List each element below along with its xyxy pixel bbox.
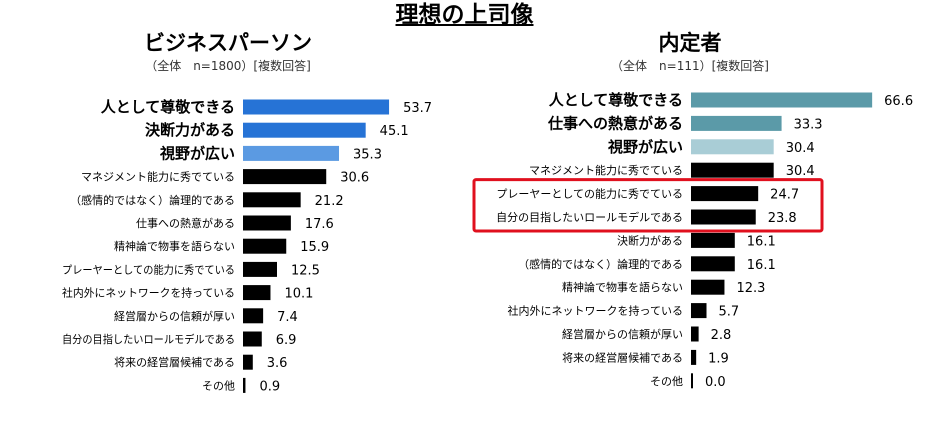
- bar: [243, 169, 327, 185]
- bar: [691, 115, 782, 131]
- value-label: 0.9: [259, 379, 280, 394]
- category-label: 自分の目指したいロールモデルである: [62, 332, 235, 346]
- category-label: 決断力がある: [617, 233, 683, 247]
- category-label: 決断力がある: [145, 121, 235, 139]
- bar: [243, 215, 291, 231]
- category-label: 将来の経営層候補である: [114, 355, 235, 369]
- bar: [243, 238, 287, 254]
- bar: [243, 308, 264, 324]
- category-label: 人として尊敬できる: [549, 91, 683, 109]
- value-label: 12.3: [736, 281, 765, 296]
- category-label: 社内外にネットワークを持っている: [508, 304, 683, 318]
- page-title: 理想の上司像: [395, 2, 534, 28]
- value-label: 16.1: [747, 234, 776, 249]
- bar: [691, 232, 735, 248]
- value-label: 15.9: [300, 240, 329, 255]
- value-label: 24.7: [770, 188, 799, 203]
- category-label: その他: [650, 375, 683, 388]
- bar: [243, 377, 246, 393]
- value-label: 1.9: [708, 351, 729, 366]
- bar: [243, 145, 340, 161]
- chart-1-title: ビジネスパーソン: [144, 31, 312, 55]
- bar: [691, 373, 693, 389]
- bar: [691, 92, 873, 108]
- category-label: 仕事への熱意がある: [547, 114, 683, 132]
- category-label: 視野が広い: [607, 138, 683, 156]
- value-label: 30.4: [786, 141, 815, 156]
- bar: [243, 261, 277, 277]
- category-label: 仕事への熱意がある: [136, 216, 235, 230]
- bar: [691, 326, 699, 342]
- value-label: 16.1: [747, 258, 776, 273]
- category-label: 自分の目指したいロールモデルである: [496, 210, 683, 224]
- bar: [243, 354, 253, 370]
- category-label: 人として尊敬できる: [101, 98, 235, 116]
- category-label: 精神論で物事を語らない: [114, 239, 235, 253]
- bar: [691, 162, 774, 178]
- value-label: 2.8: [711, 328, 732, 343]
- category-label: 社内外にネットワークを持っている: [62, 286, 235, 300]
- category-label: 経営層からの信頼が厚い: [562, 327, 683, 341]
- value-label: 5.7: [719, 305, 740, 320]
- value-label: 12.5: [291, 263, 320, 278]
- chart-1-subtitle: （全体 n=1800）[複数回答]: [145, 58, 311, 73]
- value-label: 45.1: [380, 124, 409, 139]
- chart-2-subtitle: （全体 n=111）[複数回答]: [611, 58, 769, 73]
- value-label: 33.3: [794, 117, 823, 132]
- category-label: 将来の経営層候補である: [562, 350, 683, 364]
- bar: [691, 139, 774, 155]
- value-label: 3.6: [267, 356, 288, 371]
- value-label: 17.6: [305, 217, 334, 232]
- bar: [691, 209, 756, 225]
- category-label: マネジメント能力に秀でている: [81, 170, 235, 184]
- value-label: 0.0: [705, 375, 726, 390]
- category-label: （感情的ではなく）論理的である: [518, 257, 683, 271]
- category-label: プレーヤーとしての能力に秀でている: [496, 187, 683, 201]
- value-label: 6.9: [276, 333, 297, 348]
- value-label: 23.8: [768, 211, 797, 226]
- bar: [691, 279, 725, 295]
- value-label: 10.1: [284, 287, 313, 302]
- chart-2-title: 内定者: [659, 31, 722, 55]
- highlight-box: [472, 178, 824, 233]
- value-label: 66.6: [884, 94, 913, 109]
- bar: [691, 256, 735, 272]
- value-label: 30.4: [786, 164, 815, 179]
- bar: [243, 192, 301, 208]
- bar: [691, 303, 707, 319]
- category-label: 視野が広い: [159, 144, 235, 162]
- bar: [691, 349, 697, 365]
- value-label: 35.3: [353, 147, 382, 162]
- value-label: 7.4: [277, 310, 298, 325]
- category-label: マネジメント能力に秀でている: [529, 163, 683, 177]
- value-label: 21.2: [315, 194, 344, 209]
- bar: [243, 285, 271, 301]
- value-label: 53.7: [403, 101, 432, 116]
- bar: [243, 122, 366, 138]
- category-label: プレーヤーとしての能力に秀でている: [62, 262, 235, 276]
- category-label: 経営層からの信頼が厚い: [114, 309, 235, 323]
- bar: [243, 331, 262, 347]
- category-label: （感情的ではなく）論理的である: [70, 193, 235, 207]
- bar: [691, 186, 759, 202]
- bar: [243, 99, 390, 115]
- category-label: その他: [202, 379, 235, 392]
- value-label: 30.6: [340, 171, 369, 186]
- category-label: 精神論で物事を語らない: [562, 280, 683, 294]
